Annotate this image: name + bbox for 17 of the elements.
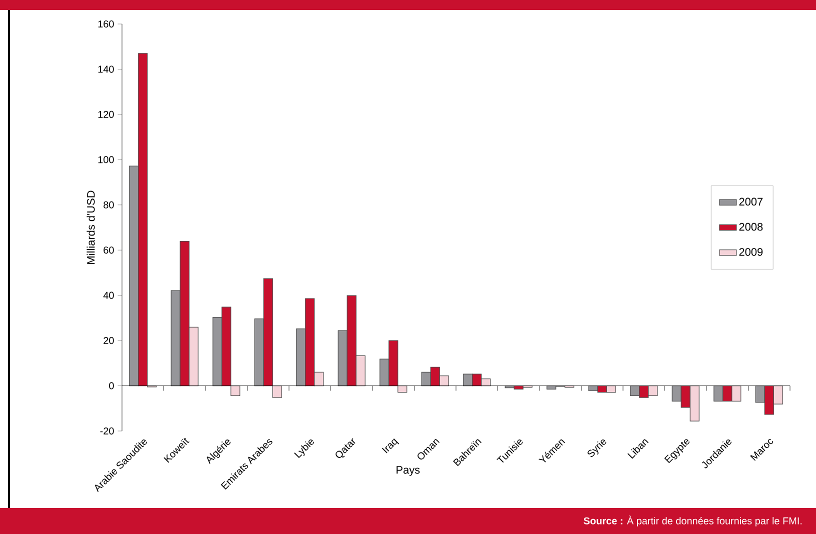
y-tick-label: 140: [98, 66, 114, 73]
y-tick-label: 20: [104, 337, 114, 344]
y-tick-label: -20: [100, 427, 114, 435]
y-tick-label: 80: [104, 201, 114, 208]
legend-label: 2008: [739, 222, 763, 231]
y-tick-label: 160: [98, 20, 114, 28]
y-tick-label: 60: [104, 246, 114, 254]
x-axis-title: Pays: [396, 466, 420, 476]
legend-label: 2009: [739, 248, 763, 256]
x-tick-label: Iraq: [382, 438, 400, 454]
text: Source : À partir de données fournies par le FMI.: [584, 516, 802, 526]
y-axis-title: Milliards d'USD: [86, 190, 95, 264]
legend-label: 2007: [739, 198, 763, 206]
y-tick-label: 40: [103, 292, 114, 299]
y-tick-label: 0: [109, 382, 114, 390]
y-tick-label: 120: [98, 110, 114, 118]
y-tick-label: 100: [98, 156, 114, 164]
